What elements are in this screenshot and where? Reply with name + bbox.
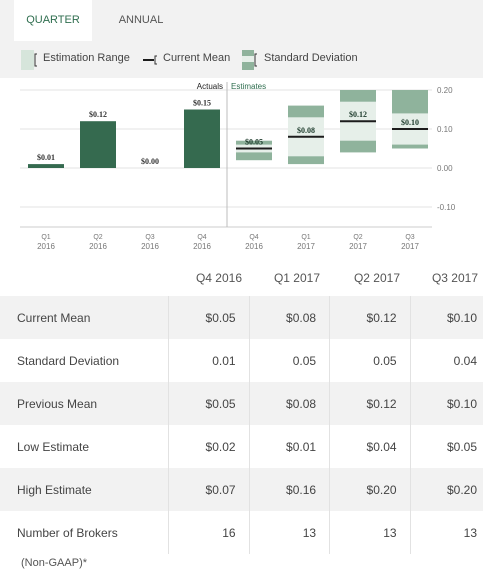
table-row: High Estimate $0.07 $0.16 $0.20 $0.20 xyxy=(0,468,483,511)
table-cell: $0.12 xyxy=(329,296,411,339)
estimates-table: Current Mean $0.05 $0.08 $0.12 $0.10 Sta… xyxy=(0,296,483,554)
col-header: Q3 2017 xyxy=(431,271,478,285)
table-cell: $0.05 xyxy=(446,439,477,454)
table-row: Number of Brokers 16 13 13 13 xyxy=(0,511,483,554)
y-tick-label: 0.20 xyxy=(437,86,453,95)
table-cell: 0.05 xyxy=(249,339,331,382)
row-label: Standard Deviation xyxy=(0,339,170,382)
table-cell: $0.07 xyxy=(168,468,250,511)
bar-value-label: $0.12 xyxy=(89,110,107,119)
chart-legend: Estimation Range Current Mean Standard D… xyxy=(0,41,483,78)
x-tick-label: Q3 xyxy=(145,234,154,241)
actual-bar xyxy=(184,109,220,168)
standard-deviation-icon xyxy=(242,50,257,70)
table-cell: $0.20 xyxy=(410,468,483,511)
table-cell: $0.08 xyxy=(249,296,331,339)
tab-annual[interactable]: ANNUAL xyxy=(118,14,164,26)
y-tick-label: 0.10 xyxy=(437,125,453,134)
table-row: Standard Deviation 0.01 0.05 0.05 0.04 xyxy=(0,339,483,382)
legend-estimation-range: Estimation Range xyxy=(43,52,130,64)
x-tick-label: 2016 xyxy=(141,242,159,251)
tab-bar: QUARTER ANNUAL xyxy=(0,0,483,41)
actuals-label: Actuals xyxy=(197,82,223,91)
legend-standard-deviation: Standard Deviation xyxy=(264,52,358,64)
col-header: Q4 2016 xyxy=(195,271,242,285)
table-cell: $0.01 xyxy=(249,425,331,468)
estimate-value-label: $0.10 xyxy=(401,118,419,127)
table-cell: 13 xyxy=(463,525,477,540)
table-cell: 13 xyxy=(249,511,331,554)
x-tick-label: 2016 xyxy=(245,242,263,251)
estimation-range-icon xyxy=(21,50,37,70)
table-cell: 0.01 xyxy=(168,339,250,382)
table-cell: $0.08 xyxy=(249,382,331,425)
table-cell: $0.16 xyxy=(249,468,331,511)
footnote: (Non-GAAP)* xyxy=(21,557,88,569)
table-cell: $0.05 xyxy=(168,296,250,339)
current-mean-icon xyxy=(143,55,157,65)
row-label: Low Estimate xyxy=(0,425,170,468)
x-tick-label: Q4 xyxy=(249,234,258,241)
estimate-value-label: $0.05 xyxy=(245,138,263,147)
table-cell: $0.04 xyxy=(329,425,411,468)
table-cell: 0.04 xyxy=(453,353,477,368)
table-row: Current Mean $0.05 $0.08 $0.12 $0.10 xyxy=(0,296,483,339)
table-cell: $0.10 xyxy=(410,382,483,425)
tab-quarter[interactable]: QUARTER xyxy=(14,0,92,41)
table-cell: $0.02 xyxy=(168,425,250,468)
x-tick-label: Q2 xyxy=(93,234,102,241)
row-label: Current Mean xyxy=(0,296,170,339)
table-cell: $0.05 xyxy=(168,382,250,425)
row-label: High Estimate xyxy=(0,468,170,511)
legend-current-mean: Current Mean xyxy=(163,52,231,64)
table-row: Previous Mean $0.05 $0.08 $0.12 $0.10 xyxy=(0,382,483,425)
col-header: Q2 2017 xyxy=(353,271,400,285)
table-cell: $0.10 xyxy=(410,296,483,339)
y-tick-label: -0.10 xyxy=(437,203,456,212)
x-tick-label: 2016 xyxy=(89,242,107,251)
table-cell: $0.20 xyxy=(329,468,411,511)
table-cell: $0.12 xyxy=(329,382,411,425)
table-cell: 13 xyxy=(329,511,411,554)
estimate-value-label: $0.08 xyxy=(297,126,315,135)
row-label: Number of Brokers xyxy=(0,511,170,554)
table-row: Low Estimate $0.02 $0.01 $0.04 $0.05 xyxy=(0,425,483,468)
x-tick-label: 2016 xyxy=(193,242,211,251)
table-cell: 16 xyxy=(168,511,250,554)
x-tick-label: Q1 xyxy=(41,234,50,241)
x-tick-label: 2017 xyxy=(297,242,315,251)
x-tick-label: Q4 xyxy=(197,234,206,241)
y-tick-label: 0.00 xyxy=(437,164,453,173)
col-header: Q1 2017 xyxy=(273,271,320,285)
x-tick-label: Q2 xyxy=(353,234,362,241)
estimates-label: Estimates xyxy=(231,82,266,91)
x-tick-label: Q3 xyxy=(405,234,414,241)
table-cell: 0.05 xyxy=(329,339,411,382)
x-tick-label: 2017 xyxy=(401,242,419,251)
x-tick-label: 2016 xyxy=(37,242,55,251)
row-label: Previous Mean xyxy=(0,382,170,425)
bar-value-label: $0.01 xyxy=(37,153,55,162)
x-tick-label: Q1 xyxy=(301,234,310,241)
actual-bar xyxy=(80,121,116,168)
estimate-value-label: $0.12 xyxy=(349,110,367,119)
x-tick-label: 2017 xyxy=(349,242,367,251)
bar-value-label: $0.15 xyxy=(193,99,211,108)
actual-bar xyxy=(28,164,64,168)
bar-value-label: $0.00 xyxy=(141,157,159,166)
